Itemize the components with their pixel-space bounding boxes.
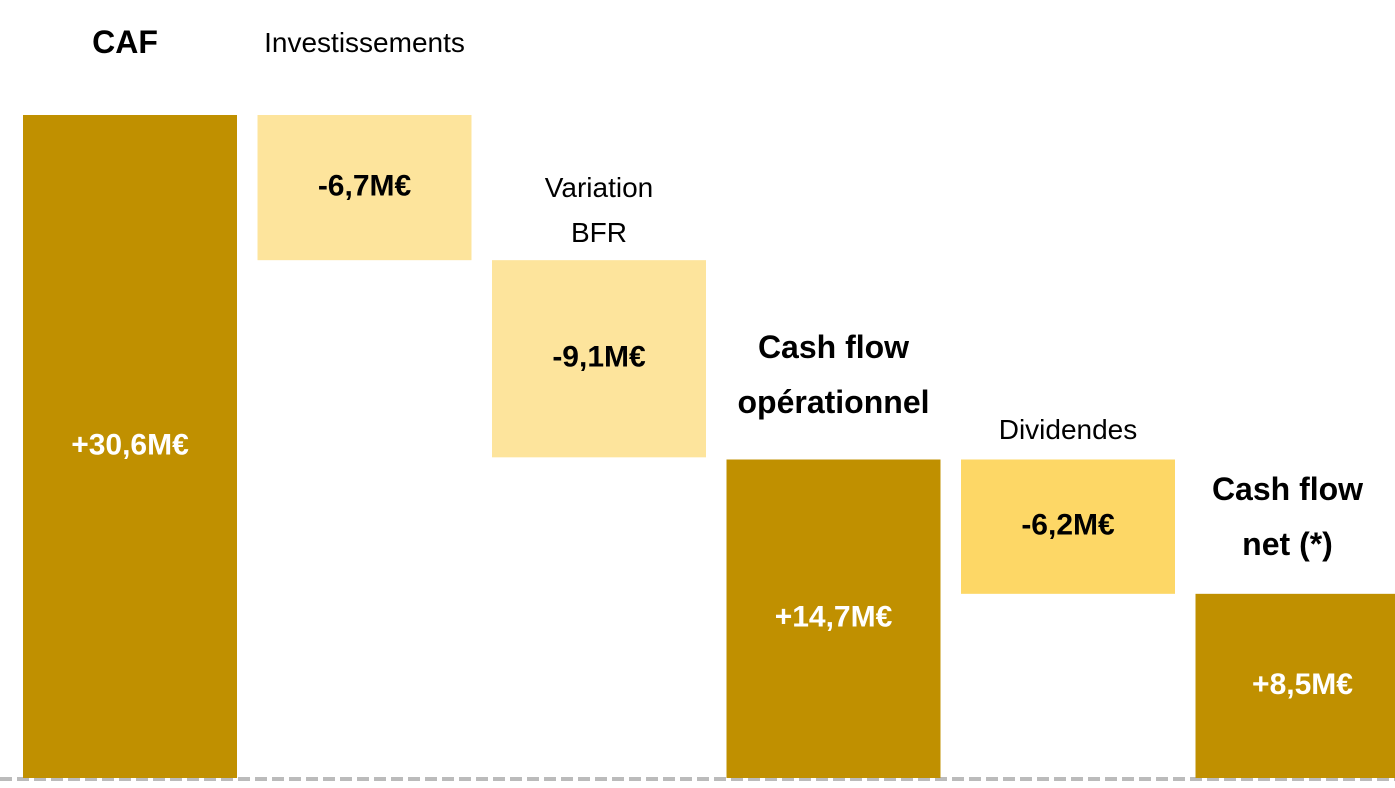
category-label: Cash flow net (*) [1212,471,1363,562]
category-label: CAF [92,24,158,60]
bar [961,459,1175,594]
bar [492,260,706,458]
category-label: Dividendes [999,414,1138,445]
value-label: +30,6M€ [71,428,189,461]
category-label: Investissements [264,27,465,58]
value-label: -6,7M€ [318,170,412,203]
value-label: -9,1M€ [552,341,646,374]
category-label: Cash flow opérationnel [737,329,929,420]
value-label: -6,2M€ [1021,509,1115,542]
bar [1195,593,1395,778]
bar [726,459,941,778]
category-label: Variation BFR [545,172,653,248]
bar [23,115,237,778]
value-label: +8,5M€ [1252,668,1353,701]
bar [257,115,472,261]
value-label: +14,7M€ [775,601,893,634]
